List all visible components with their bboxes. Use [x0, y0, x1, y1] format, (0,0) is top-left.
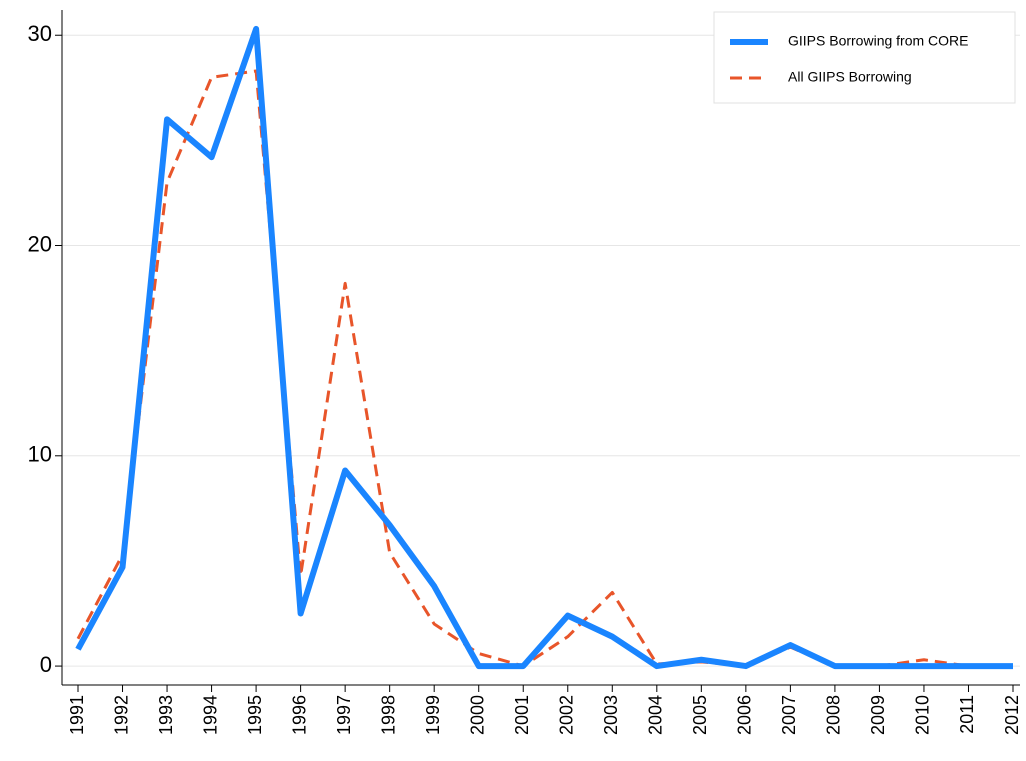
y-tick-label: 20 [28, 231, 52, 256]
x-tick-label: 1996 [289, 695, 309, 735]
x-tick-label: 1993 [156, 695, 176, 735]
y-tick-label: 30 [28, 21, 52, 46]
y-tick-label: 0 [40, 652, 52, 677]
legend-box [713, 11, 1016, 104]
legend-label: GIIPS Borrowing from CORE [788, 33, 969, 49]
x-tick-label: 2004 [646, 695, 666, 735]
x-tick-label: 2006 [735, 695, 755, 735]
x-tick-label: 1999 [423, 695, 443, 735]
x-tick-label: 2009 [868, 695, 888, 735]
data-line [76, 69, 1013, 668]
y-tick-label: 10 [28, 442, 52, 467]
x-tick-label: 2003 [601, 695, 621, 735]
x-tick-label: 1992 [111, 695, 131, 735]
x-tick-label: 2008 [824, 695, 844, 735]
data-line [75, 25, 1013, 670]
x-tick-label: 2012 [1002, 695, 1022, 735]
x-tick-label: 1995 [245, 695, 265, 735]
x-tick-label: 2002 [557, 695, 577, 735]
x-tick-label: 1991 [67, 695, 87, 735]
x-tick-label: 1994 [200, 695, 220, 735]
legend-label: All GIIPS Borrowing [788, 69, 912, 85]
x-tick-label: 1998 [378, 695, 398, 735]
x-tick-label: 2010 [913, 695, 933, 735]
x-tick-label: 2001 [512, 695, 532, 735]
x-tick-label: 2011 [957, 695, 977, 734]
legend: GIIPS Borrowing from CORE All GIIPS Borro… [713, 11, 1016, 104]
x-tick-label: 1997 [334, 695, 354, 735]
x-tick-label: 2005 [690, 695, 710, 735]
x-tick-label: 2007 [779, 695, 799, 735]
x-tick-label: 2000 [467, 695, 487, 735]
